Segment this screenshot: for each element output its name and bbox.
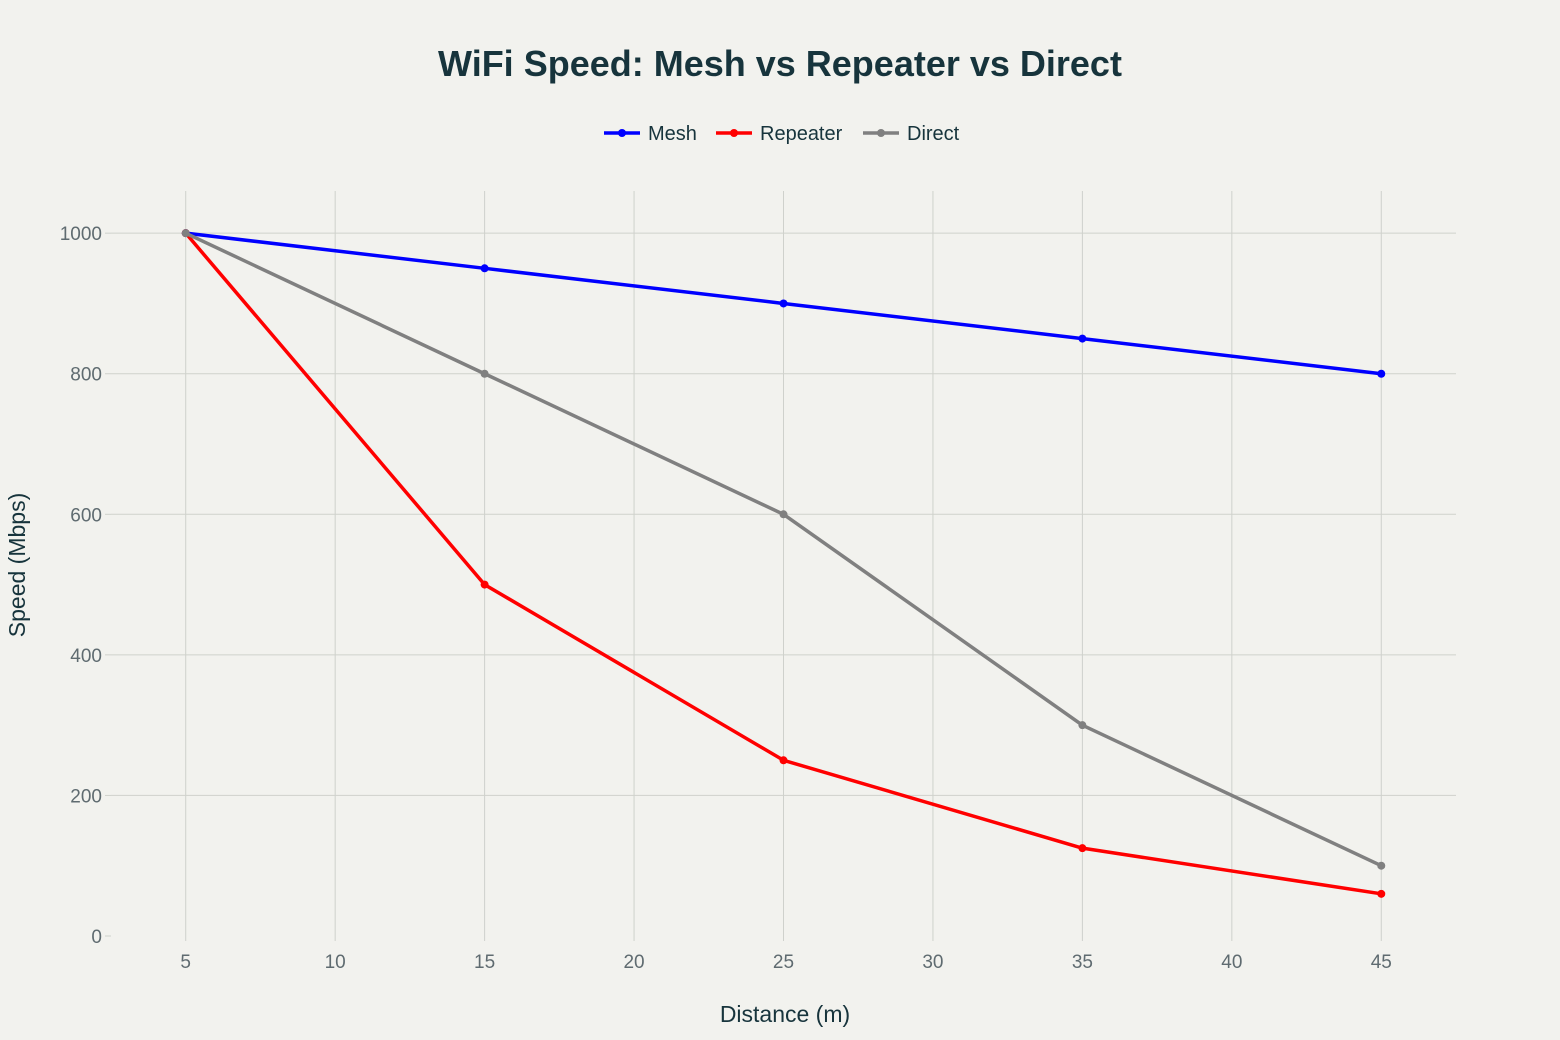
legend-marker [618,129,626,137]
data-point-mesh-15 [480,264,489,273]
y-tick-label: 1000 [60,224,102,245]
data-point-repeater-25 [779,756,788,765]
series-direct [181,229,1386,870]
legend-item-direct[interactable]: Direct [863,123,960,145]
y-tick-label: 400 [70,646,102,667]
y-tick-label: 800 [70,365,102,386]
data-point-direct-25 [779,510,788,519]
x-tick-label: 20 [623,952,644,973]
series-repeater [181,229,1386,898]
data-point-repeater-15 [480,580,489,589]
x-tick-label: 30 [922,952,943,973]
x-tick-label: 15 [474,952,495,973]
legend-label: Direct [907,123,960,145]
x-tick-label: 35 [1072,952,1093,973]
x-tick-label: 10 [325,952,346,973]
y-tick-label: 0 [91,927,102,948]
legend-marker [730,129,738,137]
x-tick-label: 45 [1371,952,1392,973]
data-point-repeater-45 [1377,889,1386,898]
legend: Mesh Repeater Direct [604,123,960,145]
chart-title: WiFi Speed: Mesh vs Repeater vs Direct [438,43,1122,84]
axis-ticks: 5 10 15 20 25 30 35 40 45 0 200 400 600 800 1000 [60,224,1392,973]
data-point-repeater-35 [1078,844,1087,853]
legend-marker [877,129,885,137]
legend-label: Repeater [760,123,843,145]
legend-label: Mesh [648,123,697,145]
data-point-direct-45 [1377,861,1386,870]
data-point-mesh-35 [1078,334,1087,343]
data-point-mesh-45 [1377,369,1386,378]
series-layer [181,229,1386,898]
legend-item-mesh[interactable]: Mesh [604,123,697,145]
data-point-mesh-25 [779,299,788,308]
x-tick-label: 25 [773,952,794,973]
data-point-direct-5 [181,229,190,238]
x-axis-title: Distance (m) [720,1001,850,1027]
data-point-direct-35 [1078,721,1087,730]
x-tick-label: 40 [1221,952,1242,973]
legend-item-repeater[interactable]: Repeater [716,123,843,145]
x-tick-label: 5 [180,952,191,973]
y-axis-title: Speed (Mbps) [4,493,30,637]
y-tick-label: 200 [70,786,102,807]
y-tick-label: 600 [70,505,102,526]
data-point-direct-15 [480,369,489,378]
